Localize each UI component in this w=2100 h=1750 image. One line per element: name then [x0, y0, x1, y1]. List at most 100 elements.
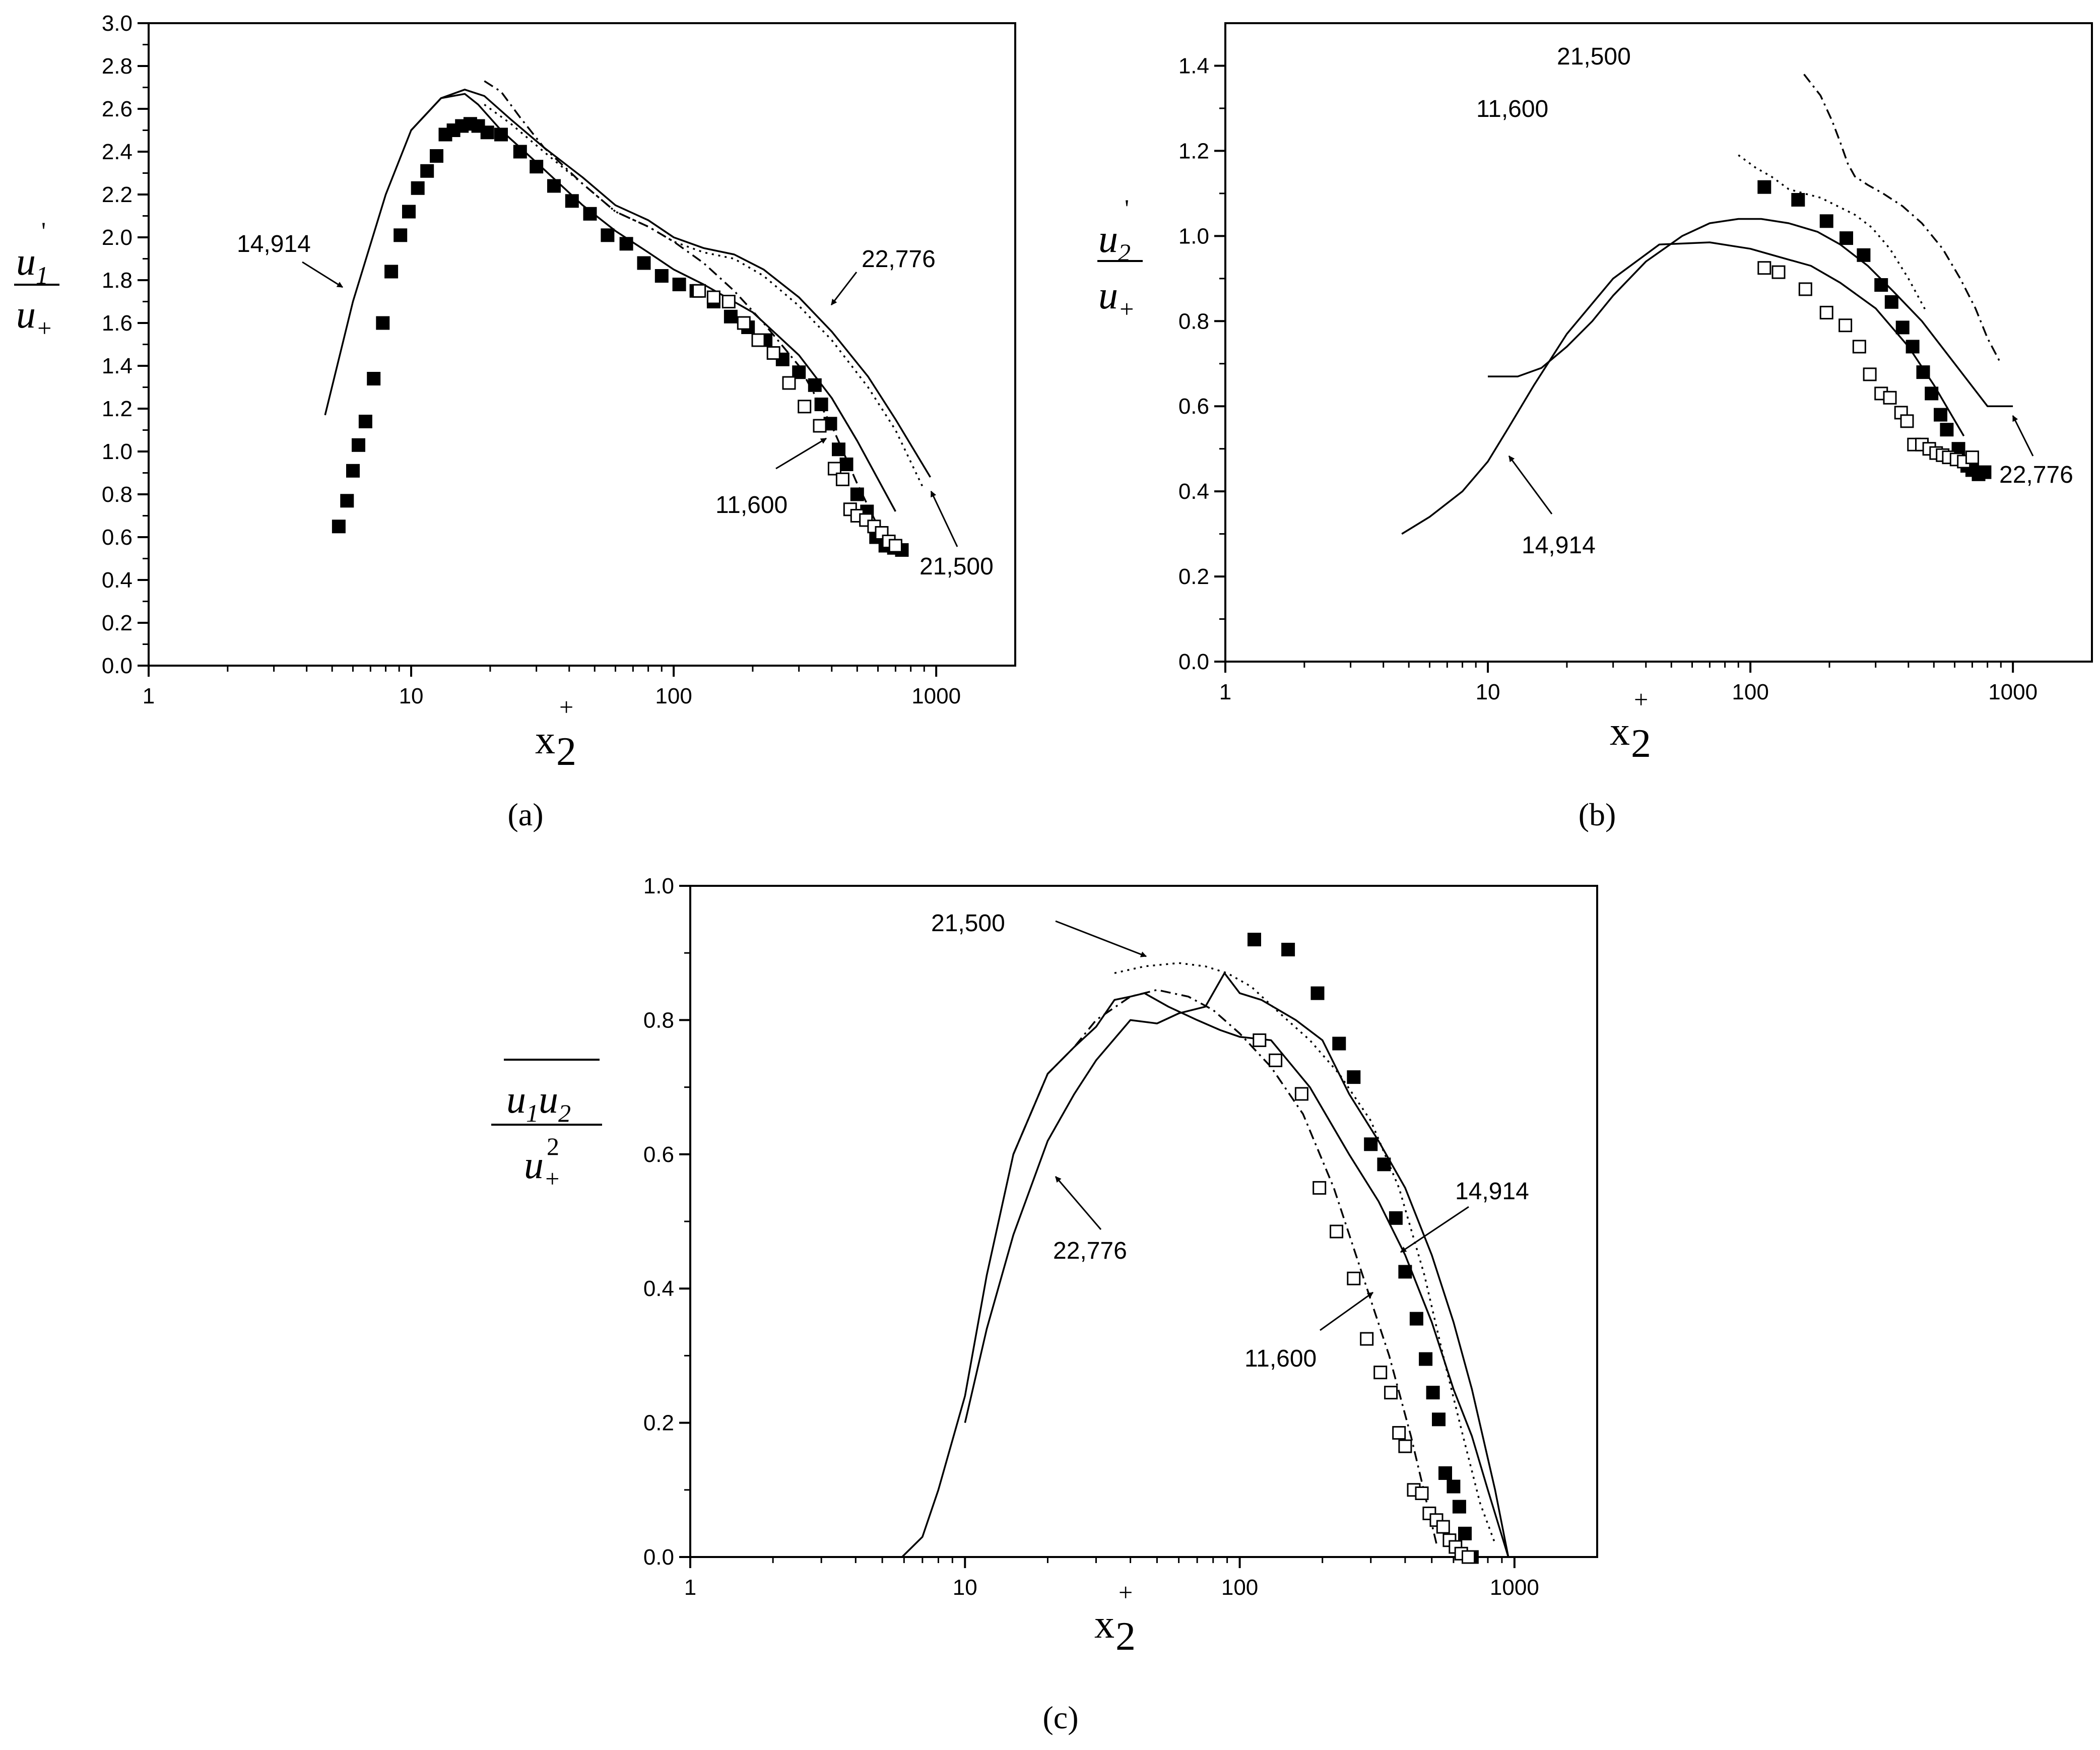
plot-frame-a [148, 22, 1016, 667]
y-tick-label-a-5: 1.0 [102, 439, 133, 464]
data-marker-b-1-8 [1883, 391, 1897, 405]
ylabel-c-num-b: u [539, 1077, 558, 1121]
data-marker-c-1-4 [1330, 1224, 1344, 1239]
annotation-14914-a: 14,914 [237, 231, 311, 257]
series-line-b-3 [1738, 154, 1928, 313]
x-tick-label-c-0: 1 [684, 1575, 696, 1600]
data-marker-c-0-15 [1452, 1500, 1466, 1514]
data-marker-b-0-12 [1940, 423, 1954, 437]
data-marker-c-0-0 [1248, 933, 1261, 947]
y-tick-label-b-6: 1.2 [1178, 139, 1209, 163]
annotation-22776-c: 22,776 [1053, 1238, 1127, 1264]
annotation-21500-c: 21,500 [931, 910, 1005, 937]
xlabel-b: x [1610, 709, 1630, 754]
y-axis-label-a: u1 ' u+ [14, 217, 59, 342]
marker-group-b [1757, 180, 1992, 481]
data-marker-b-0-10 [1925, 386, 1939, 401]
plot-frame-b [1224, 22, 2093, 663]
annotation-11600-b: 11,600 [1476, 96, 1548, 122]
data-marker-c-1-19 [1462, 1550, 1475, 1564]
data-marker-a-0-38 [814, 398, 828, 411]
ylabel-c-num-a: u [506, 1077, 526, 1121]
ylabel-b-u: u [1098, 217, 1118, 261]
arrow-11600-a [775, 437, 827, 470]
data-marker-c-0-16 [1458, 1526, 1472, 1540]
data-marker-a-0-7 [384, 265, 399, 279]
data-marker-b-0-2 [1819, 214, 1833, 228]
marker-group-c [1248, 933, 1479, 1564]
data-marker-a-1-4 [751, 333, 765, 347]
ylabel-c-den: u [524, 1143, 544, 1187]
y-tick-label-b-1: 0.2 [1178, 564, 1209, 589]
data-marker-c-0-12 [1432, 1412, 1446, 1427]
ylabel-b-sub: 2 [1118, 238, 1131, 267]
data-marker-b-1-5 [1852, 340, 1866, 354]
y-tick-label-a-8: 1.6 [102, 311, 133, 336]
ylabel-b-den: u [1098, 273, 1118, 317]
ylabel-c-num-a-sub: 1 [526, 1099, 539, 1127]
y-tick-label-a-15: 3.0 [102, 11, 133, 36]
data-marker-a-1-10 [835, 472, 849, 486]
tick-group-c: 1 10 100 1000 0.0 0.2 0.4 0.6 0.8 1.0 [643, 874, 1539, 1600]
ylabel-c-num-b-sub: 2 [558, 1099, 571, 1127]
data-marker-a-0-27 [637, 256, 651, 270]
data-marker-c-1-15 [1436, 1520, 1450, 1534]
ylabel-c-den-sub: + [544, 1164, 561, 1193]
series-line-a-2 [484, 104, 925, 491]
data-marker-b-1-2 [1798, 282, 1812, 296]
ylabel-c-den-sup: 2 [547, 1132, 559, 1160]
data-marker-b-0-3 [1840, 231, 1853, 245]
y-tick-label-a-0: 0.0 [102, 654, 133, 678]
data-marker-b-0-11 [1934, 408, 1947, 422]
data-marker-c-0-2 [1310, 986, 1325, 1000]
y-tick-label-b-2: 0.4 [1178, 479, 1209, 504]
y-tick-label-a-2: 0.4 [102, 568, 133, 593]
data-marker-a-0-41 [839, 458, 854, 471]
ylabel-a-den-sub: + [36, 314, 53, 342]
data-marker-a-0-26 [619, 237, 633, 251]
series-line-c-1 [964, 972, 1510, 1558]
y-tick-label-c-0: 0.0 [643, 1545, 674, 1570]
arrow-11600-c [1320, 1291, 1373, 1331]
plot-frame-c [689, 885, 1598, 1558]
data-marker-b-0-4 [1857, 248, 1871, 262]
arrow-21500-c [1055, 920, 1147, 957]
series-group-c [901, 962, 1510, 1558]
arrow-14914-b [1508, 456, 1553, 514]
series-line-c-2 [1114, 962, 1496, 1544]
x-axis-label-a: x + 2 [535, 693, 576, 774]
series-group-b [1401, 74, 2013, 535]
data-marker-a-1-3 [737, 316, 751, 330]
data-marker-a-1-1 [706, 290, 720, 304]
data-marker-b-1-6 [1863, 367, 1877, 381]
data-marker-b-1-0 [1757, 261, 1771, 275]
data-marker-a-0-10 [411, 181, 425, 195]
data-marker-b-0-9 [1916, 365, 1930, 379]
data-marker-a-0-1 [340, 494, 354, 508]
data-marker-c-1-3 [1312, 1181, 1327, 1195]
xlabel-b-sup: + [1634, 685, 1648, 714]
data-marker-b-1-19 [1965, 450, 1979, 465]
data-marker-c-0-14 [1447, 1479, 1461, 1494]
data-marker-b-1-4 [1839, 318, 1853, 333]
arrow-22776-a [830, 272, 858, 305]
y-axis-label-b: u2 ' u+ [1097, 194, 1143, 323]
data-marker-a-1-5 [766, 346, 780, 360]
data-marker-c-0-13 [1438, 1466, 1452, 1480]
x-tick-label-b-0: 1 [1219, 680, 1231, 704]
data-marker-c-1-2 [1294, 1087, 1308, 1101]
series-line-b-0 [1401, 241, 1965, 535]
data-marker-b-0-6 [1884, 295, 1898, 309]
data-marker-c-0-11 [1426, 1386, 1440, 1400]
x-tick-label-a-2: 100 [655, 684, 692, 708]
data-marker-a-0-25 [601, 228, 615, 242]
arrow-22776-c [1055, 1176, 1102, 1230]
y-tick-label-b-4: 0.8 [1178, 309, 1209, 334]
y-axis-label-c: u1u2 u+ 2 [491, 1059, 602, 1193]
data-marker-a-0-22 [547, 179, 561, 193]
x-tick-label-b-3: 1000 [1988, 680, 2038, 704]
y-tick-label-a-11: 2.2 [102, 182, 133, 207]
svg-text:u1: u1 [16, 239, 48, 289]
x-tick-label-b-2: 100 [1732, 680, 1768, 704]
